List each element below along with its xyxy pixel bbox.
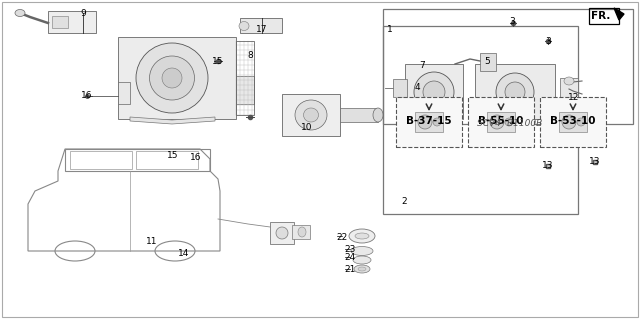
Ellipse shape — [349, 229, 375, 243]
Ellipse shape — [490, 115, 504, 129]
Text: 10: 10 — [301, 122, 313, 131]
Bar — [468, 97, 534, 147]
Text: 7: 7 — [419, 61, 425, 70]
Text: 15: 15 — [212, 56, 224, 65]
Ellipse shape — [298, 227, 306, 237]
Polygon shape — [130, 117, 215, 124]
Text: 15: 15 — [167, 152, 179, 160]
Bar — [70, 151, 132, 169]
Bar — [340, 108, 378, 122]
Bar — [118, 37, 236, 119]
Ellipse shape — [562, 115, 576, 129]
Ellipse shape — [358, 267, 366, 271]
Text: 24: 24 — [344, 253, 356, 262]
Ellipse shape — [423, 81, 445, 103]
Bar — [48, 11, 96, 33]
Bar — [383, 26, 578, 214]
Ellipse shape — [15, 10, 25, 17]
Ellipse shape — [303, 108, 319, 122]
Bar — [383, 9, 633, 124]
Bar — [236, 41, 254, 115]
Text: 1: 1 — [387, 25, 393, 33]
Ellipse shape — [354, 265, 370, 273]
Bar — [589, 8, 619, 24]
Ellipse shape — [276, 227, 288, 239]
Text: 4: 4 — [414, 84, 420, 93]
Bar — [118, 82, 130, 104]
Ellipse shape — [414, 72, 454, 112]
Ellipse shape — [373, 108, 383, 122]
Ellipse shape — [418, 115, 432, 129]
Text: SCV4- B1100B: SCV4- B1100B — [477, 118, 543, 128]
Text: 14: 14 — [179, 249, 189, 257]
Bar — [480, 53, 496, 71]
Ellipse shape — [505, 82, 525, 102]
Text: 17: 17 — [256, 25, 268, 33]
Bar — [560, 78, 578, 104]
Ellipse shape — [239, 21, 249, 31]
Bar — [65, 149, 210, 171]
Bar — [415, 112, 443, 132]
Bar — [52, 16, 68, 28]
Ellipse shape — [564, 77, 574, 85]
Text: 13: 13 — [589, 158, 601, 167]
Text: FR.: FR. — [591, 11, 611, 21]
Text: 11: 11 — [147, 238, 157, 247]
Bar — [236, 76, 254, 104]
Text: 3: 3 — [545, 36, 551, 46]
Text: B-53-10: B-53-10 — [550, 116, 596, 126]
Bar — [487, 112, 515, 132]
Ellipse shape — [353, 256, 371, 264]
Text: 21: 21 — [344, 264, 356, 273]
Polygon shape — [614, 8, 624, 20]
Ellipse shape — [295, 100, 327, 130]
Text: 2: 2 — [401, 197, 407, 205]
Bar — [282, 94, 340, 136]
Text: 3: 3 — [509, 17, 515, 26]
Bar — [475, 64, 555, 119]
Text: 9: 9 — [80, 10, 86, 19]
Bar — [240, 18, 282, 33]
Bar — [136, 151, 198, 169]
Ellipse shape — [577, 118, 585, 126]
Ellipse shape — [355, 233, 369, 239]
Text: 8: 8 — [247, 51, 253, 61]
Ellipse shape — [505, 118, 513, 126]
Bar — [405, 64, 463, 119]
Text: 16: 16 — [81, 92, 93, 100]
Bar — [540, 97, 606, 147]
Text: 13: 13 — [542, 161, 554, 170]
Ellipse shape — [136, 43, 208, 113]
Text: 12: 12 — [568, 93, 580, 101]
Bar — [292, 225, 310, 239]
Text: B-55-10: B-55-10 — [478, 116, 524, 126]
Ellipse shape — [496, 73, 534, 111]
Bar — [393, 79, 407, 97]
Bar — [396, 97, 462, 147]
Text: 22: 22 — [337, 233, 348, 241]
Ellipse shape — [150, 56, 195, 100]
Bar — [559, 112, 587, 132]
Text: 16: 16 — [190, 152, 202, 161]
Ellipse shape — [351, 247, 373, 256]
Ellipse shape — [162, 68, 182, 88]
Text: 23: 23 — [344, 244, 356, 254]
Ellipse shape — [433, 118, 441, 126]
Text: B-37-15: B-37-15 — [406, 116, 452, 126]
Text: 5: 5 — [484, 57, 490, 66]
Bar — [270, 222, 294, 244]
